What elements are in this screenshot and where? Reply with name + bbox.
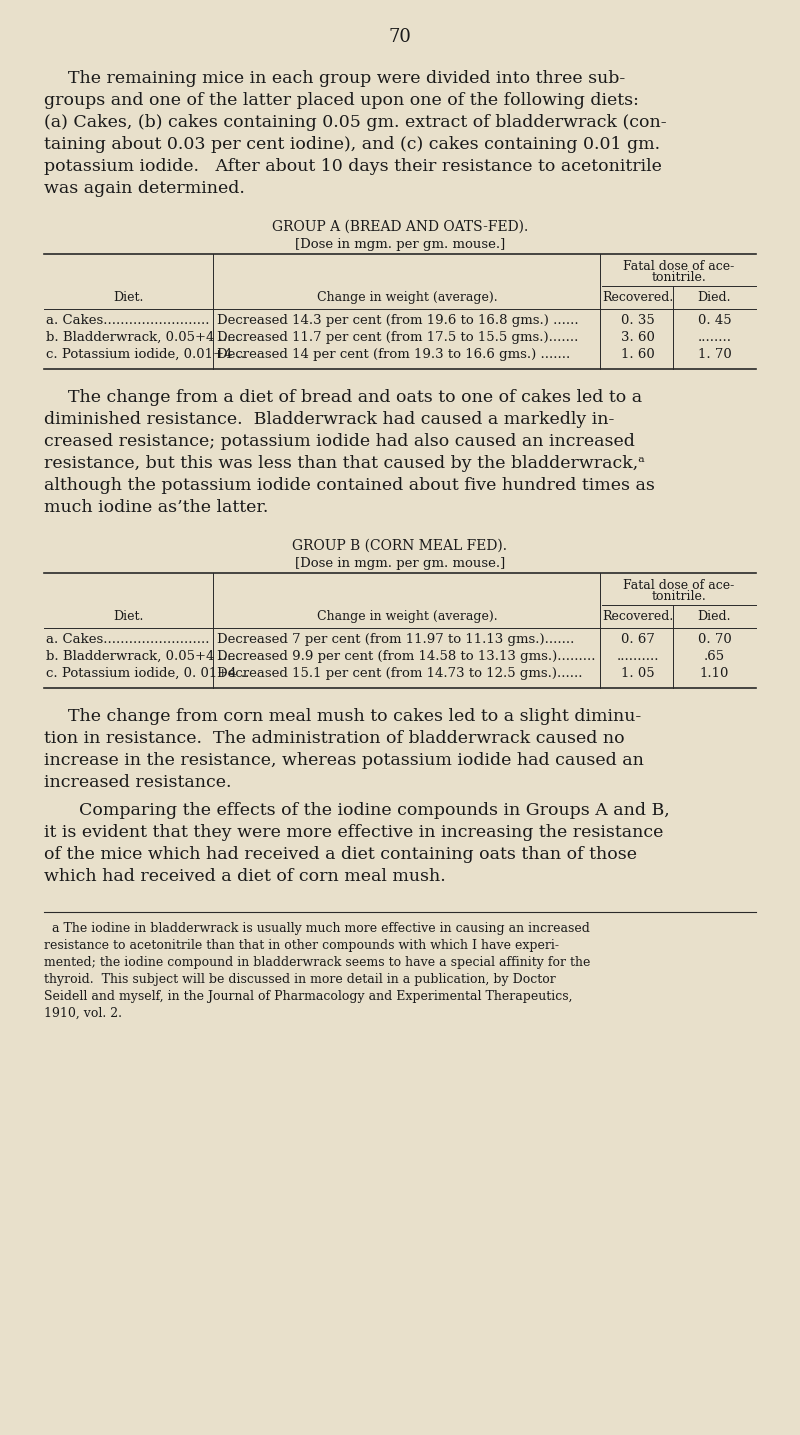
Text: 1. 70: 1. 70 — [698, 349, 731, 362]
Text: c. Potassium iodide, 0. 01+4 ..: c. Potassium iodide, 0. 01+4 .. — [46, 667, 250, 680]
Text: thyroid.  This subject will be discussed in more detail in a publication, by Doc: thyroid. This subject will be discussed … — [44, 973, 556, 986]
Text: taining about 0.03 per cent iodine), and (c) cakes containing 0.01 gm.: taining about 0.03 per cent iodine), and… — [44, 136, 660, 154]
Text: diminished resistance.  Bladderwrack had caused a markedly in-: diminished resistance. Bladderwrack had … — [44, 410, 614, 428]
Text: 3. 60: 3. 60 — [621, 331, 654, 344]
Text: Comparing the effects of the iodine compounds in Groups A and B,: Comparing the effects of the iodine comp… — [68, 802, 670, 819]
Text: c. Potassium iodide, 0.01+4 ..: c. Potassium iodide, 0.01+4 .. — [46, 349, 245, 362]
Text: Change in weight (average).: Change in weight (average). — [317, 610, 498, 623]
Text: b. Bladderwrack, 0.05+4 .....: b. Bladderwrack, 0.05+4 ..... — [46, 331, 240, 344]
Text: Decreased 9.9 per cent (from 14.58 to 13.13 gms.).........: Decreased 9.9 per cent (from 14.58 to 13… — [217, 650, 595, 663]
Text: 0. 67: 0. 67 — [621, 633, 654, 646]
Text: 1.10: 1.10 — [700, 667, 729, 680]
Text: Diet.: Diet. — [114, 291, 144, 304]
Text: 1. 05: 1. 05 — [621, 667, 654, 680]
Text: 0. 45: 0. 45 — [698, 314, 731, 327]
Text: Decreased 15.1 per cent (from 14.73 to 12.5 gms.)......: Decreased 15.1 per cent (from 14.73 to 1… — [217, 667, 582, 680]
Text: [Dose in mgm. per gm. mouse.]: [Dose in mgm. per gm. mouse.] — [295, 238, 505, 251]
Text: 1910, vol. 2.: 1910, vol. 2. — [44, 1007, 122, 1020]
Text: .65: .65 — [704, 650, 725, 663]
Text: tion in resistance.  The administration of bladderwrack caused no: tion in resistance. The administration o… — [44, 730, 625, 748]
Text: potassium iodide.   After about 10 days their resistance to acetonitrile: potassium iodide. After about 10 days th… — [44, 158, 662, 175]
Text: was again determined.: was again determined. — [44, 179, 245, 197]
Text: Decreased 11.7 per cent (from 17.5 to 15.5 gms.).......: Decreased 11.7 per cent (from 17.5 to 15… — [217, 331, 578, 344]
Text: 70: 70 — [389, 29, 411, 46]
Text: The change from corn meal mush to cakes led to a slight diminu-: The change from corn meal mush to cakes … — [68, 707, 642, 725]
Text: The remaining mice in each group were divided into three sub-: The remaining mice in each group were di… — [68, 70, 626, 88]
Text: Decreased 14 per cent (from 19.3 to 16.6 gms.) .......: Decreased 14 per cent (from 19.3 to 16.6… — [217, 349, 570, 362]
Text: Recovered.: Recovered. — [602, 291, 673, 304]
Text: 0. 35: 0. 35 — [621, 314, 654, 327]
Text: a The iodine in bladderwrack is usually much more effective in causing an increa: a The iodine in bladderwrack is usually … — [44, 923, 590, 936]
Text: Died.: Died. — [698, 610, 731, 623]
Text: Seidell and myself, in the Journal of Pharmacology and Experimental Therapeutics: Seidell and myself, in the Journal of Ph… — [44, 990, 573, 1003]
Text: mented; the iodine compound in bladderwrack seems to have a special affinity for: mented; the iodine compound in bladderwr… — [44, 956, 590, 969]
Text: 0. 70: 0. 70 — [698, 633, 731, 646]
Text: it is evident that they were more effective in increasing the resistance: it is evident that they were more effect… — [44, 824, 663, 841]
Text: groups and one of the latter placed upon one of the following diets:: groups and one of the latter placed upon… — [44, 92, 639, 109]
Text: GROUP A (BREAD AND OATS-FED).: GROUP A (BREAD AND OATS-FED). — [272, 220, 528, 234]
Text: tonitrile.: tonitrile. — [652, 271, 706, 284]
Text: [Dose in mgm. per gm. mouse.]: [Dose in mgm. per gm. mouse.] — [295, 557, 505, 570]
Text: Decreased 7 per cent (from 11.97 to 11.13 gms.).......: Decreased 7 per cent (from 11.97 to 11.1… — [217, 633, 574, 646]
Text: a. Cakes.........................: a. Cakes......................... — [46, 633, 210, 646]
Text: Died.: Died. — [698, 291, 731, 304]
Text: Fatal dose of ace-: Fatal dose of ace- — [623, 260, 734, 273]
Text: creased resistance; potassium iodide had also caused an increased: creased resistance; potassium iodide had… — [44, 433, 635, 451]
Text: resistance, but this was less than that caused by the bladderwrack,ᵃ: resistance, but this was less than that … — [44, 455, 645, 472]
Text: of the mice which had received a diet containing oats than of those: of the mice which had received a diet co… — [44, 847, 637, 862]
Text: increase in the resistance, whereas potassium iodide had caused an: increase in the resistance, whereas pota… — [44, 752, 644, 769]
Text: GROUP B (CORN MEAL FED).: GROUP B (CORN MEAL FED). — [293, 540, 507, 552]
Text: Change in weight (average).: Change in weight (average). — [317, 291, 498, 304]
Text: The change from a diet of bread and oats to one of cakes led to a: The change from a diet of bread and oats… — [68, 389, 642, 406]
Text: a. Cakes.........................: a. Cakes......................... — [46, 314, 210, 327]
Text: resistance to acetonitrile than that in other compounds with which I have experi: resistance to acetonitrile than that in … — [44, 938, 559, 951]
Text: ..........: .......... — [616, 650, 658, 663]
Text: although the potassium iodide contained about five hundred times as: although the potassium iodide contained … — [44, 476, 655, 494]
Text: 1. 60: 1. 60 — [621, 349, 654, 362]
Text: increased resistance.: increased resistance. — [44, 773, 231, 791]
Text: Diet.: Diet. — [114, 610, 144, 623]
Text: tonitrile.: tonitrile. — [652, 590, 706, 603]
Text: ........: ........ — [698, 331, 731, 344]
Text: (a) Cakes, (b) cakes containing 0.05 gm. extract of bladderwrack (con-: (a) Cakes, (b) cakes containing 0.05 gm.… — [44, 113, 666, 131]
Text: Decreased 14.3 per cent (from 19.6 to 16.8 gms.) ......: Decreased 14.3 per cent (from 19.6 to 16… — [217, 314, 578, 327]
Text: Recovered.: Recovered. — [602, 610, 673, 623]
Text: much iodine as’the latter.: much iodine as’the latter. — [44, 499, 268, 517]
Text: which had received a diet of corn meal mush.: which had received a diet of corn meal m… — [44, 868, 446, 885]
Text: Fatal dose of ace-: Fatal dose of ace- — [623, 578, 734, 593]
Text: b. Bladderwrack, 0.05+4 .....: b. Bladderwrack, 0.05+4 ..... — [46, 650, 240, 663]
